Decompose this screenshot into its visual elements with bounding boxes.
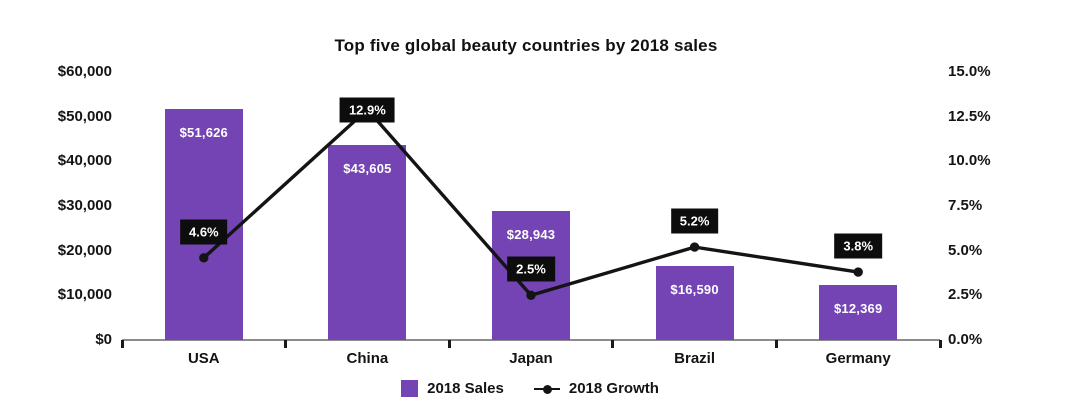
y-axis-right-tick-label: 15.0% — [948, 63, 991, 80]
x-axis-tick — [284, 340, 288, 348]
legend: 2018 Sales 2018 Growth — [0, 380, 1060, 397]
x-axis-label-brazil: Brazil — [674, 350, 716, 367]
x-axis-label-usa: USA — [187, 350, 220, 367]
y-axis-left-tick-label: $10,000 — [57, 286, 112, 304]
y-axis-left-tick-label: $60,000 — [57, 63, 112, 80]
bar-china — [328, 145, 407, 340]
growth-point — [526, 290, 536, 300]
legend-label-growth: 2018 Growth — [568, 380, 659, 397]
y-axis-right-tick-label: 10.0% — [948, 152, 991, 170]
x-axis-label-germany: Germany — [825, 350, 891, 367]
y-axis-left-tick-label: $50,000 — [57, 107, 112, 125]
bar-value-label: $16,590 — [670, 281, 719, 297]
y-axis-left-tick-label: $20,000 — [57, 241, 112, 259]
y-axis-right-tick-label: 7.5% — [948, 197, 983, 214]
y-axis-left-tick-label: $40,000 — [57, 152, 112, 170]
bar-value-label: $28,943 — [506, 226, 556, 242]
bar-brazil — [655, 265, 734, 340]
y-axis-right-tick-label: 12.5% — [948, 107, 991, 125]
growth-value-label: 2.5% — [507, 256, 555, 282]
legend-item-growth: 2018 Growth — [533, 380, 659, 397]
growth-point — [199, 253, 209, 263]
y-axis-right-tick-label: 0.0% — [948, 331, 983, 348]
sales-square-icon — [401, 380, 419, 397]
y-axis-right-tick-label: 5.0% — [948, 241, 983, 259]
growth-line-dot-icon — [533, 384, 560, 394]
growth-point — [853, 267, 863, 277]
chart-title: Top five global beauty countries by 2018… — [334, 36, 718, 55]
bar-germany — [819, 284, 898, 340]
bar-value-label: $51,626 — [179, 125, 228, 141]
x-axis-label-japan: Japan — [509, 350, 553, 367]
growth-point — [689, 242, 700, 252]
x-axis-tick — [447, 340, 451, 348]
legend-label-sales: 2018 Sales — [427, 380, 504, 397]
growth-value-label: 12.9% — [339, 97, 395, 122]
x-axis-tick — [774, 340, 778, 348]
growth-value-label: 3.8% — [834, 233, 883, 259]
x-axis-line — [122, 339, 940, 341]
legend-item-sales: 2018 Sales — [401, 380, 504, 397]
y-axis-left-tick-label: $30,000 — [57, 197, 112, 214]
x-axis-label-china: China — [346, 350, 389, 367]
y-axis-left-tick-label: $0 — [95, 331, 112, 348]
bar-value-label: $43,605 — [343, 161, 392, 177]
growth-value-label: 4.6% — [179, 219, 228, 245]
growth-value-label: 5.2% — [670, 208, 719, 234]
x-axis-tick — [120, 340, 124, 348]
y-axis-right-tick-label: 2.5% — [948, 286, 983, 304]
x-axis-tick — [938, 340, 942, 348]
bar-value-label: $12,369 — [833, 300, 883, 316]
x-axis-tick — [611, 340, 615, 348]
